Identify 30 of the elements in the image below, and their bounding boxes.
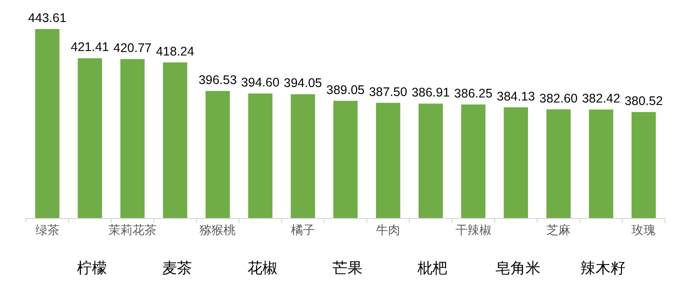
x-tick-label: 干辣椒	[455, 223, 492, 237]
x-tick-label: 绿茶	[35, 223, 60, 237]
data-label: 418.24	[156, 44, 194, 58]
data-label: 384.13	[496, 89, 536, 104]
x-tick-label: 猕猴桃	[200, 223, 236, 237]
x-tick-label: 茉莉花茶	[108, 223, 156, 237]
x-tick-label: 花椒	[247, 260, 278, 277]
x-tick-label: 橘子	[290, 223, 315, 237]
x-tick-label: 辣木籽	[580, 260, 626, 277]
data-label: 443.61	[28, 11, 66, 25]
x-tick-label: 玫瑰	[632, 223, 656, 237]
x-tick-label: 枇杷	[416, 260, 448, 277]
data-label: 394.05	[284, 76, 322, 90]
x-tick-label: 柠檬	[76, 260, 107, 277]
data-label: 394.60	[241, 76, 280, 90]
data-label: 389.05	[326, 82, 365, 97]
data-label: 386.25	[454, 86, 492, 100]
data-label: 387.50	[368, 84, 408, 99]
data-label: 382.42	[582, 92, 620, 106]
x-tick-label: 皂角米	[495, 260, 540, 277]
data-label: 396.53	[198, 72, 237, 87]
data-label: 420.77	[113, 41, 152, 56]
data-label: 421.41	[70, 40, 110, 54]
data-label: 380.52	[624, 94, 663, 108]
x-tick-label: 牛肉	[376, 223, 400, 237]
data-label: 386.91	[412, 86, 450, 100]
x-tick-label: 麦茶	[162, 260, 192, 277]
x-tick-label: 芝麻	[546, 223, 570, 237]
data-label: 382.60	[539, 91, 578, 106]
x-tick-label: 芒果	[332, 260, 362, 277]
